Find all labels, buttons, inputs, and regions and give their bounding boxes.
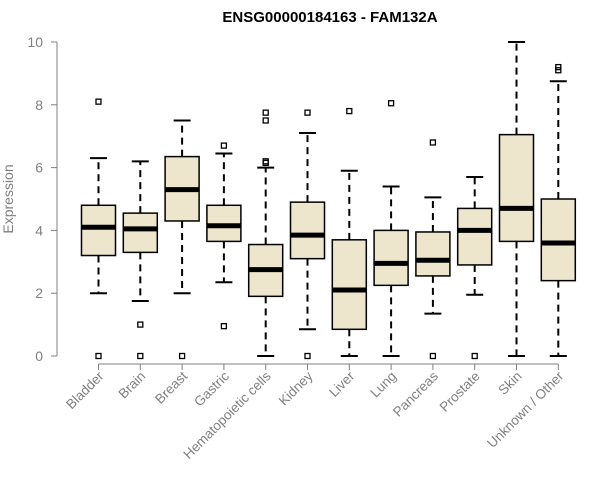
box-iqr [373,229,409,287]
y-tick-label: 2 [35,285,43,301]
chart-title: ENSG00000184163 - FAM132A [222,9,437,26]
box-pancreas [415,139,451,360]
y-tick-label: 6 [35,160,43,176]
x-tick-label: Gastric [191,368,232,409]
x-tick-label: Unknown / Other [484,368,567,451]
x-tick-label: Liver [326,368,358,400]
box-iqr [498,133,535,243]
outlier-point [137,352,144,360]
outlier-point [387,100,395,107]
outlier-point [220,142,228,149]
outlier-point [95,98,102,105]
box-iqr [122,212,159,254]
box-hematopoietic-cells [247,109,284,357]
x-tick-label: Skin [495,369,524,398]
outlier-point [262,109,269,116]
y-axis-label: Expression [0,164,16,233]
y-axis: 0 2 4 6 8 10 [27,34,58,364]
y-tick-label: 10 [27,34,43,50]
outlier-point [429,139,437,146]
box-iqr [289,201,326,260]
box-gastric [206,142,242,330]
x-tick-label: Brain [116,369,149,402]
outlier-point [429,352,437,360]
box-brain [122,160,159,360]
box-prostate [456,176,493,360]
box-iqr [456,207,493,266]
x-tick-label: Kidney [276,368,316,408]
outlier-point [262,158,269,165]
box-kidney [289,109,326,360]
box-liver [331,107,368,357]
box-iqr [80,204,117,257]
x-tick-label: Bladder [63,368,107,412]
outlier-point [555,63,562,71]
outlier-point [471,352,478,360]
box-bladder [80,98,117,360]
outlier-point [137,321,144,328]
x-tick-label: Pancreas [390,368,441,419]
x-tick-label: Lung [367,369,399,401]
x-tick-label: Breast [152,368,190,406]
outlier-point [178,352,186,360]
box-unknown-other [540,63,577,357]
y-tick-label: 4 [35,222,43,238]
boxes-group [80,41,577,360]
box-iqr [415,231,451,277]
box-lung [373,100,409,357]
outlier-point [304,109,311,116]
box-breast [164,119,200,360]
outlier-point [220,323,228,330]
outlier-point [262,117,269,124]
x-tick-label: Prostate [437,369,483,415]
outlier-point [304,352,311,360]
outlier-point [95,352,102,360]
box-skin [498,41,535,357]
y-tick-label: 8 [35,97,43,113]
box-iqr [331,239,368,331]
outlier-point [262,159,269,167]
y-tick-label: 0 [35,348,43,364]
outlier-point [346,107,353,115]
box-iqr [540,198,577,282]
